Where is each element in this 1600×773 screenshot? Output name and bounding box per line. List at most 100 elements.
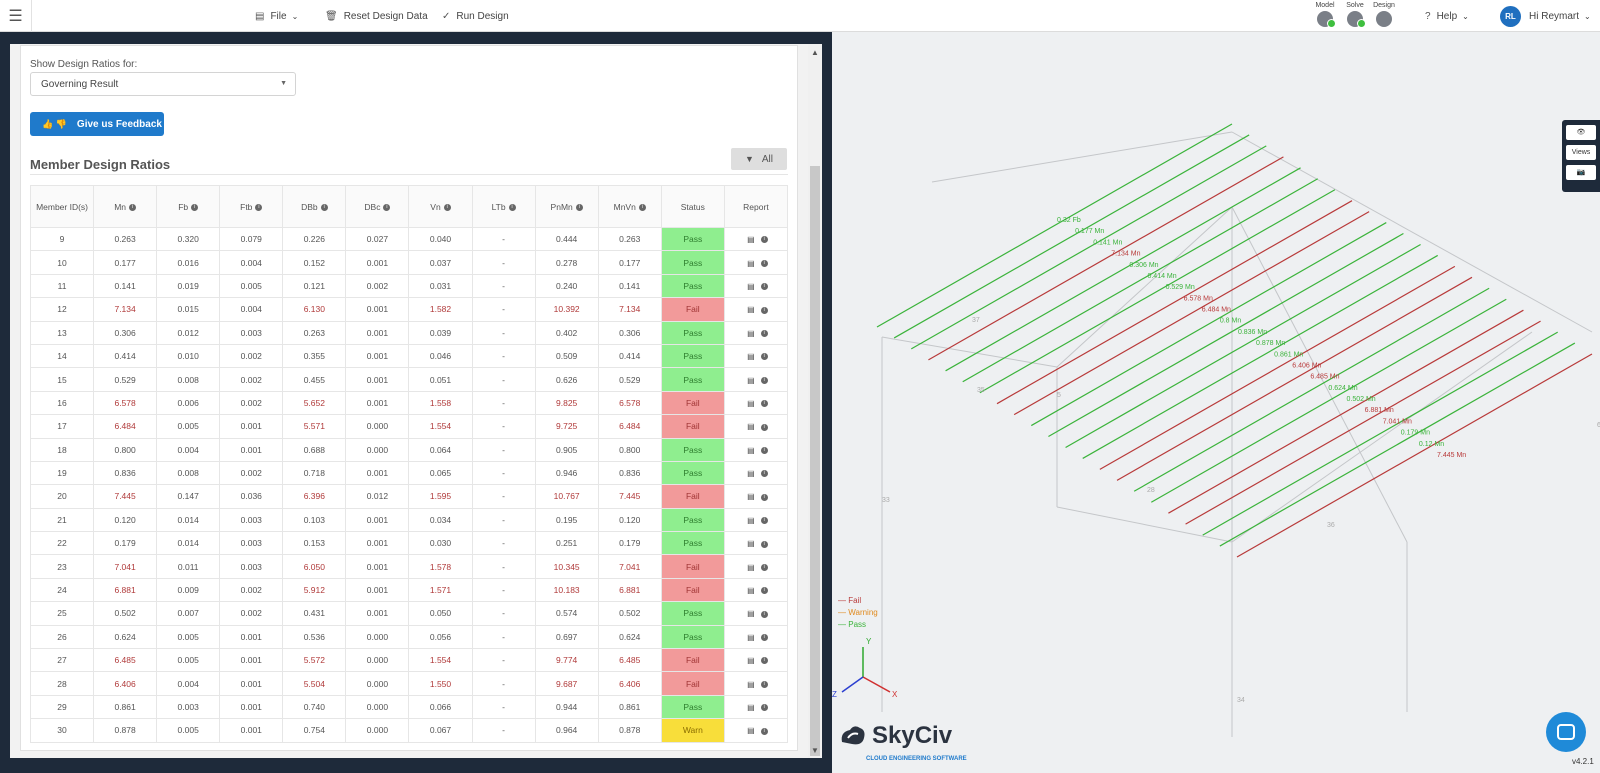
axis-z-line[interactable] [841,676,864,693]
help-menu[interactable]: ? Help ⌄ [1425,0,1469,32]
info-icon[interactable]: i [760,259,768,267]
purlin-member[interactable] [893,134,1250,339]
report-file-icon[interactable]: ▤ [747,305,755,315]
purlin-member[interactable] [962,178,1319,383]
panel-scrollbar[interactable]: ▲ ▼ [808,44,822,758]
purlin-member[interactable] [1013,211,1370,416]
purlin-member[interactable] [1202,331,1559,536]
info-icon[interactable]: i [760,657,768,665]
purlin-member[interactable] [1236,353,1593,558]
info-icon[interactable]: i [760,704,768,712]
info-icon[interactable]: i [760,330,768,337]
camera-icon[interactable]: 📷 [1566,165,1596,180]
report-file-icon[interactable]: ▤ [747,422,755,432]
info-icon[interactable]: i [760,376,768,384]
result-select[interactable]: Governing Result ▼ [30,72,296,96]
info-icon[interactable]: i [760,470,768,478]
info-icon[interactable]: i [760,423,768,431]
purlin-member[interactable] [1082,254,1439,459]
report-file-icon[interactable]: ▤ [747,539,755,549]
views-button[interactable]: Views [1566,145,1596,160]
user-menu[interactable]: Hi Reymart ⌄ [1529,0,1591,32]
filter-button[interactable]: ▼ All [731,148,787,170]
report-file-icon[interactable]: ▤ [747,656,755,666]
report-file-icon[interactable]: ▤ [747,586,755,596]
frame-rafter[interactable] [1056,506,1233,543]
info-icon[interactable]: i [760,680,768,688]
purlin-member[interactable] [1065,243,1421,448]
file-menu[interactable]: ▤ File ⌄ [255,0,298,32]
info-icon[interactable]: i [760,306,768,314]
frame-rafter[interactable] [931,131,1233,183]
info-icon[interactable]: i [760,446,768,454]
info-icon[interactable]: i [760,493,768,501]
info-icon[interactable]: i [760,563,768,571]
avatar[interactable]: RL [1500,6,1521,27]
scroll-down-icon[interactable]: ▼ [811,746,819,755]
eye-icon[interactable]: 👁 [1566,125,1596,140]
info-icon[interactable]: i [760,610,768,618]
info-icon[interactable]: i [760,283,768,291]
info-icon[interactable]: i [760,353,768,361]
info-icon[interactable]: i [320,203,328,211]
info-icon[interactable]: i [508,203,516,211]
info-icon[interactable]: i [760,517,768,525]
info-icon[interactable]: i [383,203,391,211]
purlin-member[interactable] [1048,233,1404,438]
report-file-icon[interactable]: ▤ [747,562,755,572]
scroll-up-icon[interactable]: ▲ [811,48,819,57]
purlin-member[interactable] [1150,298,1507,503]
report-file-icon[interactable]: ▤ [747,258,755,268]
report-file-icon[interactable]: ▤ [747,375,755,385]
purlin-member[interactable] [1185,320,1541,525]
info-icon[interactable]: i [638,203,646,211]
frame-rafter[interactable] [1231,331,1533,543]
purlin-member[interactable] [979,189,1336,394]
info-icon[interactable]: i [575,203,583,211]
purlin-member[interactable] [945,167,1301,372]
report-file-icon[interactable]: ▤ [747,352,755,362]
report-file-icon[interactable]: ▤ [747,609,755,619]
info-icon[interactable]: i [129,203,137,211]
info-icon[interactable]: i [760,236,768,244]
axis-x-line[interactable] [862,676,891,693]
feedback-button[interactable]: 👍 👎 Give us Feedback [30,112,164,136]
info-icon[interactable]: i [191,203,199,211]
hamburger-menu-icon[interactable]: ☰ [0,0,32,32]
purlin-member[interactable] [876,123,1233,328]
purlin-member[interactable] [1116,276,1473,481]
report-file-icon[interactable]: ▤ [747,281,755,291]
report-file-icon[interactable]: ▤ [747,235,755,245]
report-file-icon[interactable]: ▤ [747,726,755,736]
report-file-icon[interactable]: ▤ [747,679,755,689]
report-file-icon[interactable]: ▤ [747,469,755,479]
frame-rafter[interactable] [1231,206,1408,543]
report-file-icon[interactable]: ▤ [747,632,755,642]
info-icon[interactable]: i [760,634,768,642]
model-status[interactable]: Model [1312,2,1338,28]
run-design-button[interactable]: ✓ Run Design [442,0,509,32]
report-file-icon[interactable]: ▤ [747,445,755,455]
report-file-icon[interactable]: ▤ [747,398,755,408]
info-icon[interactable]: i [255,203,263,211]
purlin-member[interactable] [910,145,1267,350]
info-icon[interactable]: i [760,540,768,548]
chat-button[interactable] [1546,712,1586,752]
model-viewport[interactable]: 0.32 Fb 0.177 Mn 0.141 Mn 7.134 Mn 0.306 Mn 0… [832,32,1600,773]
purlin-member[interactable] [1099,265,1456,470]
purlin-member[interactable] [928,156,1284,361]
report-file-icon[interactable]: ▤ [747,328,755,338]
model-canvas[interactable]: 0.32 Fb 0.177 Mn 0.141 Mn 7.134 Mn 0.306 Mn 0… [832,32,1600,773]
report-file-icon[interactable]: ▤ [747,515,755,525]
report-file-icon[interactable]: ▤ [747,492,755,502]
frame-rafter[interactable] [1231,131,1593,333]
info-icon[interactable]: i [760,587,768,595]
info-icon[interactable]: i [443,203,451,211]
info-icon[interactable]: i [760,400,768,408]
info-icon[interactable]: i [760,727,768,735]
purlin-member[interactable] [996,200,1353,405]
design-status[interactable]: Design [1371,2,1397,27]
frame-rafter[interactable] [1056,206,1233,368]
frame-rafter[interactable] [881,336,1058,368]
report-file-icon[interactable]: ▤ [747,703,755,712]
